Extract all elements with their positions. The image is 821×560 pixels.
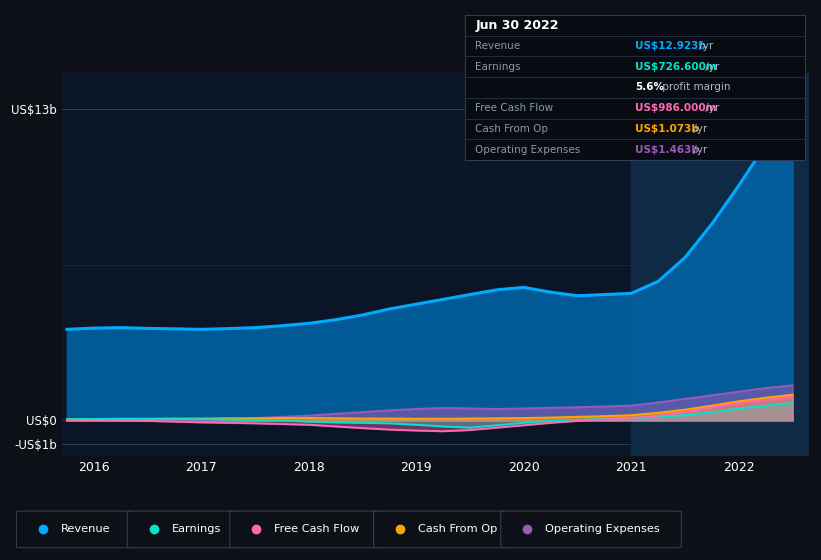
Text: US$12.923b: US$12.923b — [635, 41, 706, 51]
Text: Revenue: Revenue — [475, 41, 521, 51]
Text: Cash From Op: Cash From Op — [475, 124, 548, 134]
FancyBboxPatch shape — [16, 511, 135, 548]
Text: /yr: /yr — [696, 41, 713, 51]
FancyBboxPatch shape — [374, 511, 509, 548]
Bar — [631, 73, 809, 456]
FancyBboxPatch shape — [230, 511, 382, 548]
Text: US$1.463b: US$1.463b — [635, 144, 699, 155]
Text: /yr: /yr — [702, 62, 719, 72]
Text: Operating Expenses: Operating Expenses — [475, 144, 580, 155]
Text: /yr: /yr — [690, 144, 708, 155]
Text: /yr: /yr — [690, 124, 708, 134]
Text: /yr: /yr — [702, 103, 719, 113]
Text: 5.6%: 5.6% — [635, 82, 664, 92]
Text: Free Cash Flow: Free Cash Flow — [274, 524, 360, 534]
Text: Earnings: Earnings — [172, 524, 221, 534]
Text: US$1.073b: US$1.073b — [635, 124, 699, 134]
Text: Earnings: Earnings — [475, 62, 521, 72]
Text: US$986.000m: US$986.000m — [635, 103, 717, 113]
Text: Cash From Op: Cash From Op — [418, 524, 498, 534]
FancyBboxPatch shape — [127, 511, 238, 548]
FancyBboxPatch shape — [501, 511, 681, 548]
Text: Free Cash Flow: Free Cash Flow — [475, 103, 553, 113]
Text: Operating Expenses: Operating Expenses — [545, 524, 660, 534]
Text: Jun 30 2022: Jun 30 2022 — [475, 19, 559, 32]
Text: US$726.600m: US$726.600m — [635, 62, 717, 72]
Text: Revenue: Revenue — [61, 524, 110, 534]
Text: profit margin: profit margin — [659, 82, 731, 92]
